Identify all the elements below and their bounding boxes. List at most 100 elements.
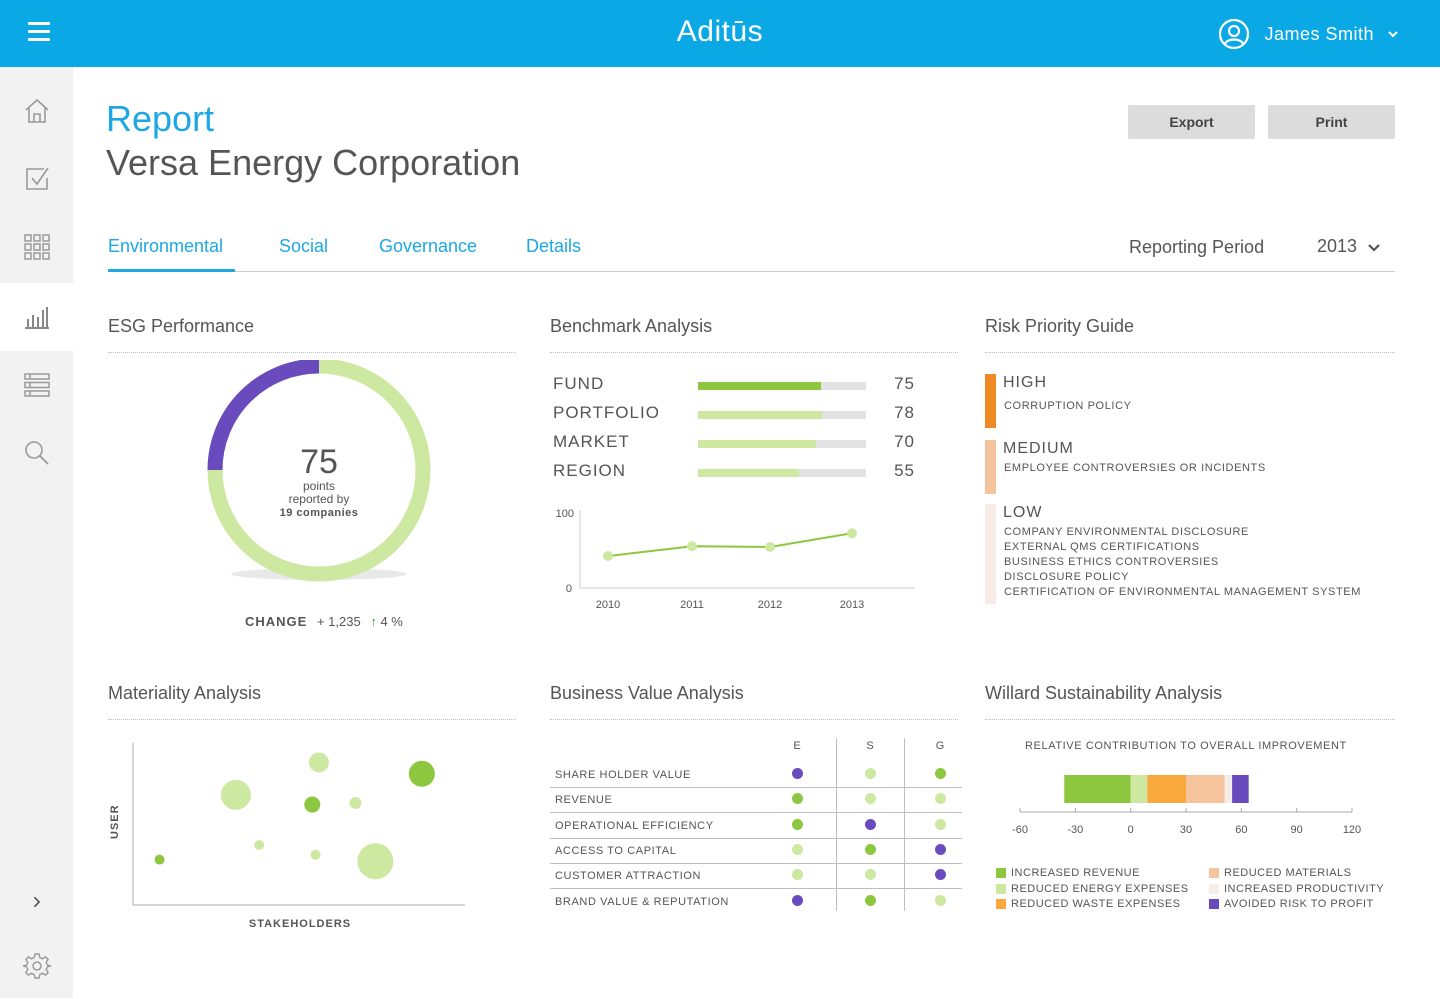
benchmark-bar-fill — [698, 411, 823, 419]
change-plus-value: + 1,235 — [317, 614, 361, 629]
tab-details[interactable]: Details — [526, 236, 582, 256]
rating-dot-purple — [935, 869, 946, 881]
donut-highlight-arc — [207, 360, 320, 471]
risk-level-bar — [985, 504, 996, 604]
rating-dot-green — [792, 793, 803, 805]
willard-analysis-title: Willard Sustainability Analysis — [985, 683, 1223, 703]
x-tick-label: -30 — [1067, 824, 1084, 836]
divider — [108, 352, 516, 353]
tab-social[interactable]: Social — [279, 236, 329, 256]
benchmark-analysis-title: Benchmark Analysis — [550, 316, 713, 336]
risk-item: EXTERNAL QMS CERTIFICATIONS — [1004, 541, 1200, 553]
reporting-period-label: Reporting Period — [1129, 237, 1265, 257]
business-value-row-label: OPERATIONAL EFFICIENCY — [555, 819, 714, 832]
scatter-point — [408, 760, 435, 787]
legend-label: INCREASED PRODUCTIVITY — [1224, 882, 1385, 895]
esg-performance-title: ESG Performance — [108, 316, 255, 336]
legend-label: INCREASED REVENUE — [1011, 867, 1140, 879]
legend-swatch — [996, 883, 1006, 894]
esg-score-caption: reported by — [288, 492, 350, 506]
y-tick-label: 100 — [556, 508, 574, 520]
materiality-analysis-title: Materiality Analysis — [108, 683, 262, 703]
risk-item: CORRUPTION POLICY — [1004, 400, 1132, 412]
business-value-row-label: BRAND VALUE & REPUTATION — [555, 895, 729, 908]
hamburger-menu-icon[interactable] — [28, 22, 50, 44]
change-value: + 1,235 — [316, 614, 361, 629]
risk-level-bar — [985, 374, 996, 428]
benchmark-row: PORTFOLIO 78 — [553, 403, 933, 425]
data-point — [847, 528, 857, 539]
divider — [985, 352, 1395, 353]
benchmark-bar-fill — [698, 469, 799, 477]
risk-level-block: HIGH CORRUPTION POLICY — [985, 374, 1385, 428]
export-button[interactable]: Export — [1128, 105, 1255, 139]
data-point — [765, 541, 775, 552]
legend-swatch — [1209, 883, 1219, 894]
sidebar-item-tasks[interactable] — [0, 145, 73, 213]
reporting-period-select[interactable]: 2013 — [1317, 236, 1381, 257]
willard-caption: RELATIVE CONTRIBUTION TO OVERALL IMPROVE… — [1025, 740, 1347, 752]
esg-score-block: 75 points reported by 19 companies — [259, 444, 379, 520]
column-header: S — [866, 740, 874, 752]
risk-item: BUSINESS ETHICS CONTROVERSIES — [1004, 556, 1219, 568]
search-icon — [24, 441, 49, 465]
esg-donut-chart — [207, 360, 431, 582]
x-tick-label: 90 — [1290, 824, 1303, 836]
legend-label: REDUCED WASTE EXPENSES — [1011, 898, 1181, 910]
legend-swatch — [1209, 899, 1219, 909]
benchmark-bar-track — [698, 382, 866, 390]
sidebar-item-home[interactable] — [0, 77, 73, 145]
tab-governance[interactable]: Governance — [379, 236, 478, 256]
sidebar-expand-button[interactable] — [0, 885, 73, 919]
legend-swatch — [996, 899, 1006, 909]
x-tick-label: 2013 — [840, 599, 864, 611]
legend-swatch — [1209, 868, 1219, 878]
risk-item: COMPANY ENVIRONMENTAL DISCLOSURE — [1004, 526, 1249, 538]
x-tick-label: 0 — [1127, 824, 1134, 836]
rating-dot-green — [792, 818, 803, 830]
business-value-title: Business Value Analysis — [550, 683, 744, 703]
benchmark-row-value: 78 — [894, 403, 915, 422]
rating-dot-light — [935, 818, 946, 830]
rating-dot-light — [935, 793, 946, 805]
chevron-down-icon — [1388, 31, 1398, 38]
row-divider — [550, 862, 962, 864]
row-divider — [550, 888, 962, 890]
data-point — [687, 541, 697, 552]
sidebar-item-list[interactable] — [0, 351, 73, 419]
change-label: CHANGE — [245, 614, 308, 629]
benchmark-bar-track — [698, 469, 866, 477]
legend-swatch — [996, 868, 1006, 878]
x-tick-label: 120 — [1342, 824, 1362, 836]
benchmark-bar-fill — [698, 382, 821, 390]
grid-icon — [23, 234, 50, 260]
scatter-x-label: STAKEHOLDERS — [248, 918, 352, 930]
checkbox-icon — [25, 167, 49, 190]
rating-dot-purple — [865, 818, 876, 830]
benchmark-line-chart: 100 0 2010 2011 2012 2013 — [556, 508, 915, 611]
benchmark-row-value: 70 — [894, 432, 915, 451]
column-header: E — [793, 740, 801, 752]
risk-level-block: LOW COMPANY ENVIRONMENTAL DISCLOSURE EXTER… — [985, 504, 1385, 604]
sidebar-item-grid[interactable] — [0, 213, 73, 281]
tab-environmental[interactable]: Environmental — [108, 236, 235, 272]
legend-label: AVOIDED RISK TO PROFIT — [1224, 898, 1374, 910]
sidebar-item-reports[interactable] — [0, 283, 73, 351]
benchmark-bar-track — [698, 411, 866, 419]
risk-item: CERTIFICATION OF ENVIRONMENTAL MANAGEMEN… — [1004, 586, 1361, 598]
willard-stacked-bar — [1019, 775, 1353, 813]
print-button[interactable]: Print — [1268, 105, 1395, 139]
user-menu[interactable]: James Smith — [1218, 18, 1400, 50]
legend-label: REDUCED ENERGY EXPENSES — [1011, 882, 1189, 895]
sidebar-item-search[interactable] — [0, 419, 73, 487]
column-divider — [904, 738, 905, 911]
rating-dot-green — [865, 843, 876, 855]
legend-item: REDUCED MATERIALS — [1209, 867, 1351, 879]
risk-priority-title: Risk Priority Guide — [985, 316, 1135, 336]
materiality-scatter-chart — [132, 743, 465, 906]
gear-icon — [22, 953, 51, 979]
arrow-up-icon: ↑ — [370, 614, 377, 629]
risk-level-label: LOW — [1003, 504, 1043, 521]
sidebar-settings-button[interactable] — [0, 933, 73, 999]
rating-dot-purple — [792, 768, 803, 779]
